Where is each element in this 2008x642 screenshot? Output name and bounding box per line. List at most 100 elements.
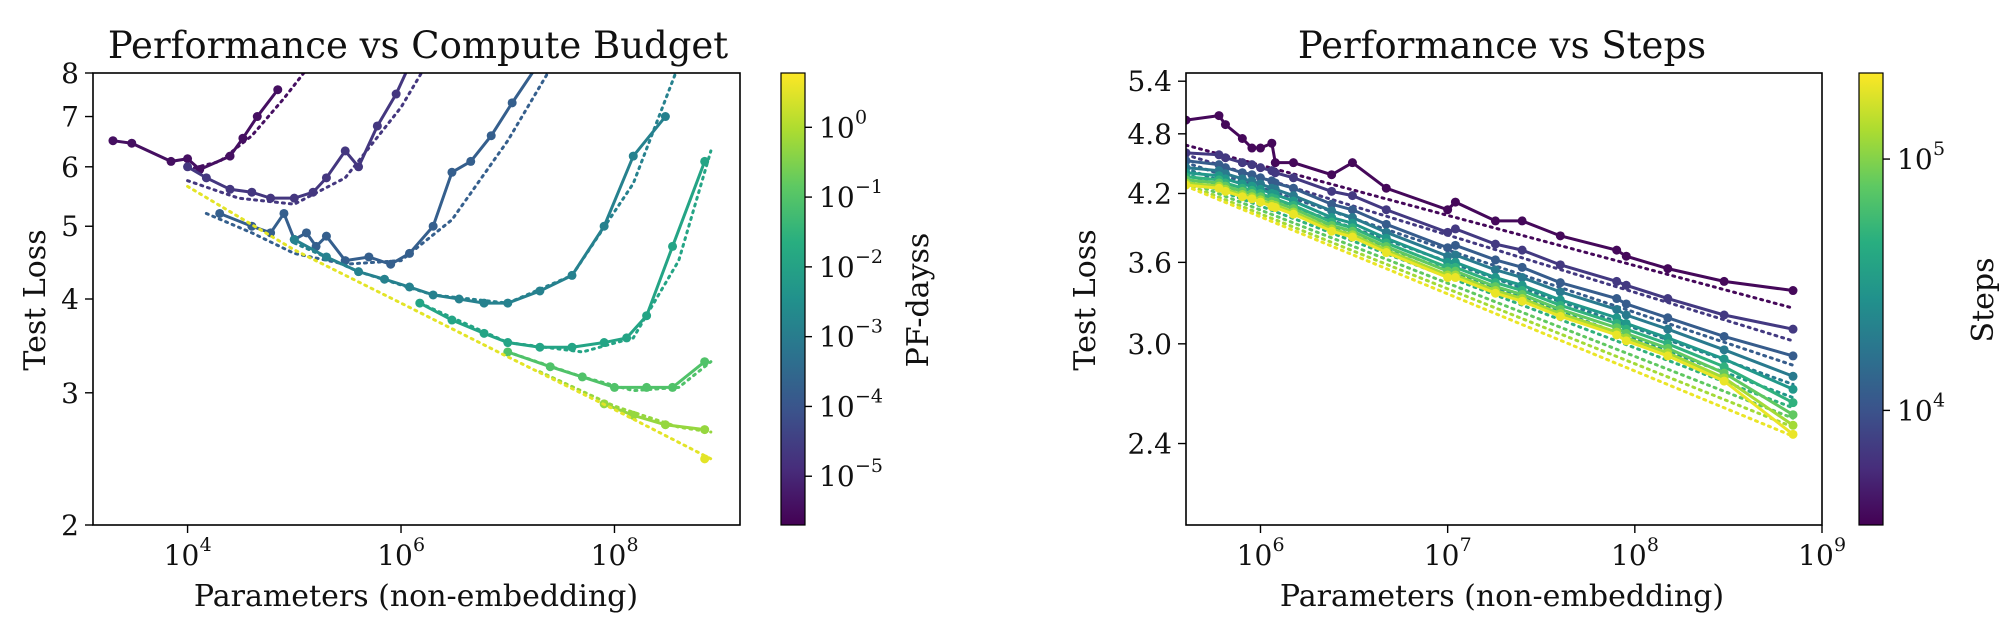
data-point — [1186, 148, 1191, 158]
data-point — [1719, 345, 1729, 355]
y-tick-label: 7 — [61, 101, 79, 134]
data-point — [479, 328, 489, 338]
data-point — [428, 290, 438, 300]
data-point — [1450, 273, 1460, 283]
data-line — [1186, 183, 1794, 436]
data-point — [1621, 251, 1631, 261]
data-point — [1237, 134, 1247, 144]
data-point — [1450, 240, 1460, 250]
data-point — [609, 382, 619, 392]
data-point — [1490, 255, 1500, 265]
data-point — [1347, 191, 1357, 201]
data-line — [1186, 171, 1794, 391]
colorbar-tick-label: 10 — [819, 251, 855, 284]
data-point — [700, 357, 710, 367]
data-point — [503, 298, 513, 308]
data-point — [1450, 224, 1460, 234]
data-point — [1247, 170, 1257, 180]
data-point — [1788, 429, 1798, 439]
data-line — [603, 402, 705, 432]
data-point — [1621, 299, 1631, 309]
chart1-plot-area — [93, 73, 740, 525]
colorbar-tick-label: 10 — [1897, 394, 1933, 427]
data-point — [1788, 398, 1798, 408]
data-point — [354, 267, 364, 277]
data-point — [1255, 173, 1265, 183]
data-point — [372, 121, 382, 131]
data-point — [1443, 251, 1453, 261]
data-point — [1443, 243, 1453, 253]
fit-line — [1186, 184, 1795, 438]
chart-compute-budget: Performance vs Compute Budget 10 4 10 6 10 8 … — [18, 24, 936, 614]
data-point — [1220, 186, 1230, 196]
data-point — [404, 282, 414, 292]
data-point — [567, 342, 577, 352]
x-tick-label: 10 — [1424, 539, 1460, 572]
data-point — [1719, 331, 1729, 341]
data-point — [1288, 173, 1298, 183]
data-point — [1490, 265, 1500, 275]
fit-line — [1186, 161, 1795, 367]
data-point — [1270, 168, 1280, 178]
x-tick-exponent: 6 — [1272, 534, 1284, 556]
data-point — [1517, 273, 1527, 283]
data-point — [301, 228, 311, 238]
data-point — [1347, 232, 1357, 242]
data-point — [354, 162, 364, 172]
chart2-colorbar-label: Steps — [1966, 258, 2001, 343]
data-point — [628, 151, 638, 161]
data-line — [1186, 178, 1794, 416]
data-point — [1555, 231, 1565, 241]
data-point — [1247, 194, 1257, 204]
y-tick-label: 6 — [61, 151, 79, 184]
data-point — [289, 193, 299, 203]
data-point — [1450, 250, 1460, 260]
y-tick-label: 8 — [61, 57, 79, 90]
x-tick-exponent: 9 — [1834, 534, 1846, 556]
colorbar-tick-label: 10 — [819, 460, 855, 493]
data-point — [447, 167, 457, 177]
chart1-series-layer — [108, 73, 713, 464]
fit-line — [1186, 143, 1795, 310]
data-point — [1255, 143, 1265, 153]
y-tick-label: 4 — [61, 283, 79, 316]
chart2-series-layer — [1186, 111, 1798, 439]
data-point — [1443, 227, 1453, 237]
data-line — [1186, 151, 1794, 331]
data-point — [1247, 160, 1257, 170]
data-point — [1327, 206, 1337, 216]
colorbar-tick-exponent: 0 — [855, 106, 867, 128]
data-point — [1443, 273, 1453, 283]
data-point — [1555, 311, 1565, 321]
fit-line — [186, 184, 713, 461]
x-tick-exponent: 8 — [1647, 534, 1659, 556]
y-tick-label: 3.6 — [1127, 246, 1172, 279]
data-point — [1347, 205, 1357, 215]
colorbar-tick-label: 10 — [819, 181, 855, 214]
chart1-title: Performance vs Compute Budget — [108, 24, 728, 67]
data-point — [183, 154, 193, 164]
data-point — [700, 425, 710, 435]
data-point — [1663, 313, 1673, 323]
data-point — [391, 89, 401, 99]
data-point — [201, 173, 211, 183]
x-tick-exponent: 7 — [1460, 534, 1472, 556]
data-point — [340, 256, 350, 266]
data-point — [1270, 158, 1280, 168]
x-tick-label: 10 — [164, 539, 200, 572]
data-point — [1612, 245, 1622, 255]
data-point — [1288, 183, 1298, 193]
x-tick-label: 10 — [1611, 539, 1647, 572]
data-point — [225, 151, 235, 161]
colorbar-tick-exponent: −2 — [855, 246, 883, 268]
data-point — [622, 333, 632, 343]
data-point — [1517, 262, 1527, 272]
data-point — [599, 221, 609, 231]
data-point — [642, 382, 652, 392]
data-point — [503, 338, 513, 348]
data-point — [1612, 330, 1622, 340]
data-point — [447, 315, 457, 325]
colorbar-tick-exponent: −5 — [855, 455, 883, 477]
data-point — [1381, 219, 1391, 229]
data-point — [642, 311, 652, 321]
